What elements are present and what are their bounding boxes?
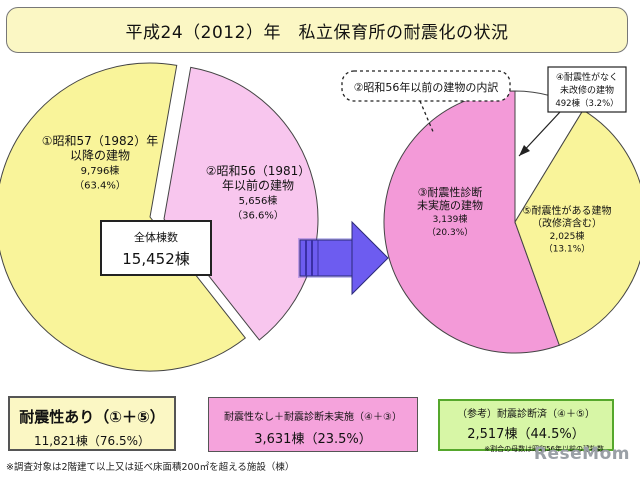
total-value: 15,452棟 [122, 250, 190, 268]
slice-4-callout: ④耐震性がなく 未改修の建物 492棟（3.2%） [518, 66, 627, 157]
pie2-slice-not-diagnosed [383, 90, 561, 354]
slice-3-label: 3,139棟 [433, 213, 468, 225]
slice-5-label: ⑤耐震性がある建物 [523, 204, 612, 217]
slice-2-label: 年以前の建物 [222, 178, 294, 193]
slice-4-label: 未改修の建物 [560, 84, 614, 96]
slice-1-label: （63.4%） [74, 180, 126, 192]
arrow-connector [298, 220, 389, 296]
pie1-slice-post1982 [0, 62, 246, 372]
breakdown-title: ②昭和56年以前の建物の内訳 [354, 80, 499, 94]
summary-value: 2,517棟（44.5%） [467, 427, 585, 442]
slice-2-label: ②昭和56（1981） [206, 164, 311, 178]
slice-1-label: 以降の建物 [70, 149, 130, 163]
slice-2-label: 5,656棟 [239, 194, 278, 207]
summary-label: （参考）耐震診断済（④＋⑤） [457, 409, 595, 420]
slice-3-label: ③耐震性診断 [418, 185, 483, 199]
chart-title: 平成24（2012）年 私立保育所の耐震化の状況 [6, 7, 628, 53]
slice-1-label: ①昭和57（1982）年 [42, 134, 159, 148]
total-label: 全体棟数 [134, 231, 178, 244]
summary-value: 11,821棟（76.5%） [33, 434, 151, 448]
pie1-slice-pre1981 [163, 66, 319, 341]
summary-box-diagnosed: （参考）耐震診断済（④＋⑤） 2,517棟（44.5%） ※割合の母数は昭和56… [438, 399, 614, 453]
total-buildings-box: 全体棟数 15,452棟 [100, 220, 212, 276]
slice-3-label: 未実施の建物 [417, 198, 483, 212]
slice-2-label: （36.6%） [232, 210, 284, 222]
slice-5-label: 2,025棟 [550, 230, 585, 242]
summary-label: 耐震性あり（①＋⑤） [19, 408, 165, 426]
pie2-slice-resistant [514, 109, 640, 346]
slice-5-label: （13.1%） [544, 244, 591, 255]
footnote: ※調査対象は2階建て以上又は延べ床面積200㎡を超える施設（棟） [6, 462, 295, 473]
slice-4-label: ④耐震性がなく [556, 71, 618, 83]
slice-5-label: （改修済含む） [532, 217, 602, 230]
summary-box-seismic-resistant: 耐震性あり（①＋⑤） 11,821棟（76.5%） [8, 396, 176, 451]
summary-note: ※割合の母数は昭和56年以前の建物数 [484, 445, 604, 453]
breakdown-title-callout: ②昭和56年以前の建物の内訳 [341, 70, 511, 135]
slice-3-label: （20.3%） [427, 227, 474, 238]
slice-4-label: 492棟（3.2%） [555, 98, 618, 109]
watermark-logo: ReseMom [533, 444, 630, 464]
summary-box-not-resistant: 耐震性なし＋耐震診断未実施（④＋③） 3,631棟（23.5%） [208, 397, 418, 452]
summary-value: 3,631棟（23.5%） [254, 432, 372, 447]
slice-1-label: 9,796棟 [81, 164, 120, 177]
summary-label: 耐震性なし＋耐震診断未実施（④＋③） [224, 412, 402, 423]
